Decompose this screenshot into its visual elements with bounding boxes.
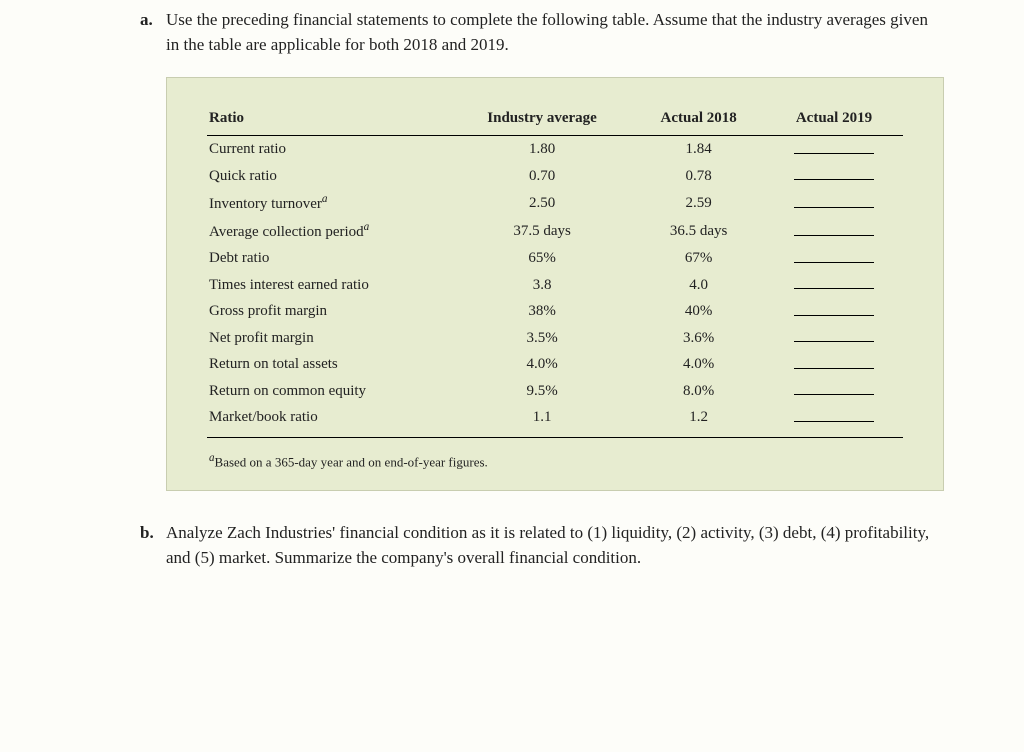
actual-2018-cell: 67% — [632, 245, 765, 272]
table-row: Return on total assets4.0%4.0% — [207, 351, 903, 378]
table-row: Market/book ratio1.11.2 — [207, 404, 903, 437]
actual-2018-cell: 36.5 days — [632, 217, 765, 245]
ratio-name-cell: Quick ratio — [207, 163, 452, 190]
blank-fill-line — [794, 329, 874, 343]
actual-2019-cell — [765, 351, 903, 378]
blank-fill-line — [794, 382, 874, 396]
actual-2019-cell — [765, 325, 903, 352]
footnote-ref: a — [364, 221, 370, 233]
table-row: Current ratio1.801.84 — [207, 136, 903, 163]
ratio-name-cell: Return on total assets — [207, 351, 452, 378]
actual-2019-cell — [765, 189, 903, 217]
ratio-name-cell: Inventory turnovera — [207, 189, 452, 217]
question-b: b. Analyze Zach Industries' financial co… — [140, 521, 944, 570]
question-b-text: Analyze Zach Industries' financial condi… — [166, 521, 944, 570]
industry-avg-cell: 2.50 — [452, 189, 633, 217]
actual-2019-cell — [765, 272, 903, 299]
industry-avg-cell: 1.1 — [452, 404, 633, 437]
ratio-table-container: Ratio Industry average Actual 2018 Actua… — [166, 77, 944, 491]
blank-fill-line — [794, 249, 874, 263]
blank-fill-line — [794, 355, 874, 369]
question-a-label: a. — [140, 8, 166, 57]
actual-2019-cell — [765, 217, 903, 245]
page-content: a. Use the preceding financial statement… — [0, 0, 1024, 608]
actual-2019-cell — [765, 378, 903, 405]
table-row: Inventory turnovera2.502.59 — [207, 189, 903, 217]
industry-avg-cell: 0.70 — [452, 163, 633, 190]
industry-avg-cell: 38% — [452, 298, 633, 325]
question-a-text: Use the preceding financial statements t… — [166, 8, 944, 57]
actual-2019-cell — [765, 163, 903, 190]
table-row: Net profit margin3.5%3.6% — [207, 325, 903, 352]
actual-2018-cell: 8.0% — [632, 378, 765, 405]
table-row: Gross profit margin38%40% — [207, 298, 903, 325]
industry-avg-cell: 9.5% — [452, 378, 633, 405]
table-header-row: Ratio Industry average Actual 2018 Actua… — [207, 104, 903, 136]
actual-2019-cell — [765, 245, 903, 272]
footnote-text: Based on a 365-day year and on end-of-ye… — [215, 454, 488, 469]
ratio-name-cell: Return on common equity — [207, 378, 452, 405]
blank-fill-line — [794, 408, 874, 422]
table-row: Average collection perioda37.5 days36.5 … — [207, 217, 903, 245]
industry-avg-cell: 3.5% — [452, 325, 633, 352]
industry-avg-cell: 4.0% — [452, 351, 633, 378]
actual-2019-cell — [765, 298, 903, 325]
col-2019: Actual 2019 — [765, 104, 903, 136]
ratio-name-cell: Gross profit margin — [207, 298, 452, 325]
actual-2018-cell: 0.78 — [632, 163, 765, 190]
table-row: Times interest earned ratio3.84.0 — [207, 272, 903, 299]
ratio-table: Ratio Industry average Actual 2018 Actua… — [207, 104, 903, 438]
table-row: Return on common equity9.5%8.0% — [207, 378, 903, 405]
industry-avg-cell: 3.8 — [452, 272, 633, 299]
question-b-label: b. — [140, 521, 166, 570]
actual-2019-cell — [765, 136, 903, 163]
actual-2018-cell: 4.0 — [632, 272, 765, 299]
actual-2018-cell: 1.84 — [632, 136, 765, 163]
blank-fill-line — [794, 222, 874, 236]
blank-fill-line — [794, 194, 874, 208]
actual-2018-cell: 4.0% — [632, 351, 765, 378]
table-row: Quick ratio0.700.78 — [207, 163, 903, 190]
table-row: Debt ratio65%67% — [207, 245, 903, 272]
industry-avg-cell: 1.80 — [452, 136, 633, 163]
ratio-name-cell: Average collection perioda — [207, 217, 452, 245]
col-2018: Actual 2018 — [632, 104, 765, 136]
actual-2019-cell — [765, 404, 903, 437]
actual-2018-cell: 3.6% — [632, 325, 765, 352]
ratio-name-cell: Debt ratio — [207, 245, 452, 272]
ratio-name-cell: Market/book ratio — [207, 404, 452, 437]
actual-2018-cell: 1.2 — [632, 404, 765, 437]
ratio-name-cell: Current ratio — [207, 136, 452, 163]
blank-fill-line — [794, 276, 874, 290]
question-a: a. Use the preceding financial statement… — [140, 8, 944, 57]
industry-avg-cell: 37.5 days — [452, 217, 633, 245]
industry-avg-cell: 65% — [452, 245, 633, 272]
ratio-name-cell: Net profit margin — [207, 325, 452, 352]
col-industry: Industry average — [452, 104, 633, 136]
blank-fill-line — [794, 167, 874, 181]
col-ratio: Ratio — [207, 104, 452, 136]
blank-fill-line — [794, 302, 874, 316]
blank-fill-line — [794, 140, 874, 154]
table-footnote: aBased on a 365-day year and on end-of-y… — [207, 452, 903, 470]
actual-2018-cell: 2.59 — [632, 189, 765, 217]
actual-2018-cell: 40% — [632, 298, 765, 325]
footnote-ref: a — [322, 193, 328, 205]
ratio-name-cell: Times interest earned ratio — [207, 272, 452, 299]
